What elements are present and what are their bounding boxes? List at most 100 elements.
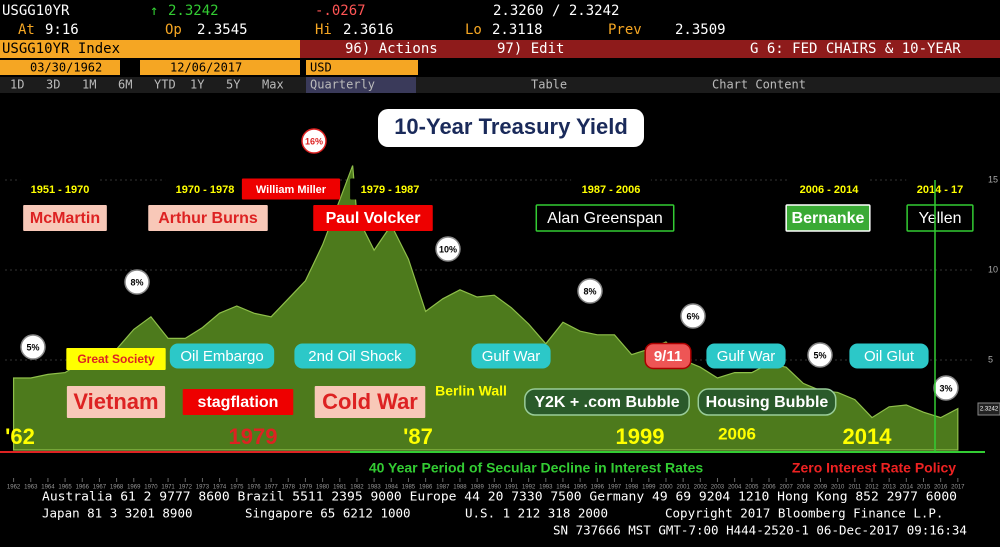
- annotation: '62: [5, 424, 35, 449]
- x-tick-label: 2014: [900, 485, 914, 491]
- ticker: USGG10YR: [2, 3, 70, 19]
- range-button[interactable]: 3D: [46, 78, 60, 92]
- annotation-box: [23, 205, 107, 231]
- edit-menu[interactable]: 97) Edit: [497, 41, 564, 57]
- annotation-box: [524, 388, 690, 416]
- range-button[interactable]: 6M: [118, 78, 132, 92]
- range-bar: [0, 77, 1000, 93]
- annotation-box: [66, 348, 166, 370]
- y-tick-label: 10: [988, 264, 998, 274]
- range-button[interactable]: 1D: [10, 78, 24, 92]
- x-tick-label: 2005: [745, 485, 759, 491]
- annotation-box: [20, 178, 100, 200]
- x-tick-label: 1985: [402, 485, 416, 491]
- annotation: Paul Volcker: [326, 210, 421, 227]
- range-button[interactable]: 5Y: [226, 78, 241, 92]
- annotation: 1987 - 2006: [582, 184, 641, 196]
- start-date: 03/30/1962: [30, 61, 102, 75]
- range-button[interactable]: Max: [262, 78, 284, 92]
- annotation-box: [350, 178, 430, 200]
- annotation: 40 Year Period of Secular Decline in Int…: [369, 460, 704, 476]
- annotation: 6%: [686, 311, 699, 321]
- range-button[interactable]: 1M: [82, 78, 96, 92]
- chart-title: 10-Year Treasury Yield: [394, 114, 628, 139]
- x-tick-label: 1963: [24, 485, 38, 491]
- annotation: Bernanke: [792, 210, 865, 227]
- annotation: Y2K + .com Bubble: [534, 394, 679, 411]
- x-tick-label: 2009: [814, 485, 828, 491]
- annotation: Housing Bubble: [706, 394, 829, 411]
- x-tick-label: 1986: [419, 485, 433, 491]
- security-bar: [0, 40, 300, 58]
- period-box[interactable]: [306, 77, 416, 93]
- annotation: Oil Glut: [864, 348, 915, 365]
- annotation: 3%: [939, 383, 952, 393]
- x-tick-label: 2010: [831, 485, 845, 491]
- security[interactable]: USGG10YR Index: [2, 41, 120, 57]
- chart-content-button[interactable]: Chart Content: [712, 78, 806, 92]
- change: -.0267: [315, 3, 366, 19]
- annotation-box: [785, 204, 871, 232]
- annotation: 9/11: [654, 348, 682, 365]
- x-tick-label: 1970: [144, 485, 158, 491]
- x-tick-label: 1975: [230, 485, 244, 491]
- footer-item: SN 737666 MST GMT-7:00 H444-2520-1 06-De…: [553, 523, 967, 538]
- annotation: Zero Interest Rate Policy: [792, 460, 956, 476]
- x-tick-label: 1987: [436, 485, 450, 491]
- range-button[interactable]: YTD: [154, 78, 176, 92]
- x-tick-label: 1981: [333, 485, 347, 491]
- label: Lo: [465, 22, 482, 38]
- annotation: 1979: [229, 424, 278, 449]
- annotation-box: [571, 178, 651, 200]
- bid-ask: 2.3260 / 2.3242: [493, 3, 619, 19]
- annotation-box: [535, 204, 675, 232]
- start-date-box[interactable]: [0, 60, 120, 75]
- callout-circle: [124, 269, 150, 295]
- period[interactable]: Quarterly: [310, 78, 375, 92]
- value: 9:16: [45, 22, 79, 38]
- annotation: stagflation: [198, 394, 279, 411]
- annotation-box: [66, 386, 166, 418]
- y-tick-label: 5: [988, 354, 993, 364]
- x-tick-label: 1968: [110, 485, 124, 491]
- label: Prev: [608, 22, 642, 38]
- currency-box[interactable]: [306, 60, 418, 75]
- callout-circle: [301, 128, 327, 154]
- end-date: 12/06/2017: [170, 61, 242, 75]
- annotation-box: [182, 389, 294, 415]
- actions-menu[interactable]: 96) Actions: [345, 41, 438, 57]
- callout-circle: [807, 342, 833, 368]
- x-tick-label: 1979: [299, 485, 313, 491]
- x-tick-label: 2016: [934, 485, 948, 491]
- annotation-box: [789, 178, 869, 200]
- footer-item: Copyright 2017 Bloomberg Finance L.P.: [665, 506, 943, 521]
- price-marker: [977, 402, 1000, 416]
- annotation: 1970 - 1978: [176, 184, 235, 196]
- annotation: 1979 - 1987: [361, 184, 420, 196]
- annotation: '87: [403, 424, 433, 449]
- annotation: Alan Greenspan: [547, 210, 663, 227]
- value: 2.3509: [675, 22, 726, 38]
- annotation: 10%: [439, 244, 457, 254]
- annotation: 5%: [26, 342, 39, 352]
- x-tick-label: 1978: [282, 485, 296, 491]
- annotation: 5%: [813, 350, 826, 360]
- x-tick-label: 1992: [522, 485, 536, 491]
- annotation: 16%: [305, 136, 323, 146]
- annotation-box: [313, 205, 433, 231]
- header-bg: [0, 0, 1000, 40]
- annotation: Berlin Wall: [435, 383, 507, 399]
- range-button[interactable]: 1Y: [190, 78, 205, 92]
- x-tick-label: 2000: [659, 485, 673, 491]
- x-tick-label: 1982: [350, 485, 364, 491]
- x-tick-label: 1967: [93, 485, 107, 491]
- end-date-box[interactable]: [140, 60, 300, 75]
- table-button[interactable]: Table: [531, 78, 567, 92]
- annotation: Oil Embargo: [180, 348, 263, 365]
- footer-line: Australia 61 2 9777 8600 Brazil 5511 239…: [42, 489, 957, 504]
- page-name: G 6: FED CHAIRS & 10-YEAR: [750, 41, 961, 57]
- currency: USD: [310, 61, 332, 75]
- y-tick-label: 15: [988, 174, 998, 184]
- x-tick-label: 1977: [264, 485, 278, 491]
